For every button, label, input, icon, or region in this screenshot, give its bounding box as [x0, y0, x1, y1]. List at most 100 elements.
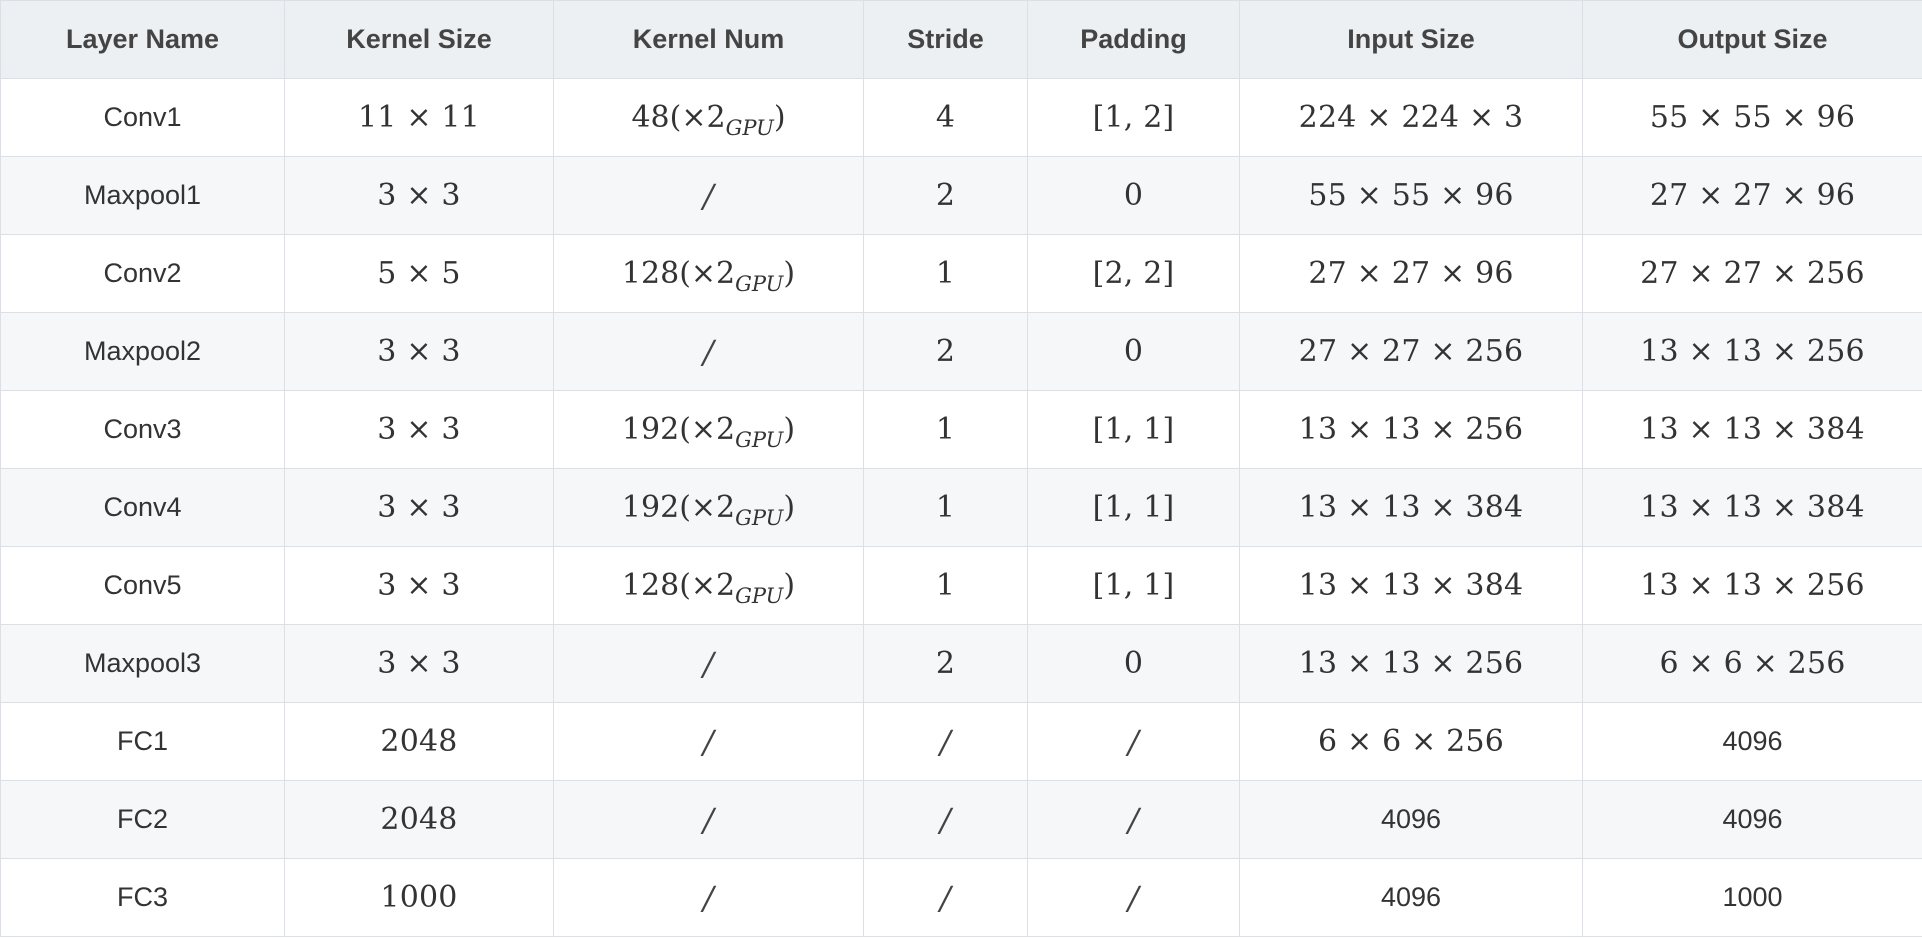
cell-input-size-value: 4096	[1380, 882, 1442, 912]
header-input-size: Input Size	[1239, 0, 1583, 79]
kernel-num-count: 128	[621, 256, 680, 291]
cell-layer-name: FC2	[0, 780, 285, 859]
cell-layer-name: Conv3	[0, 390, 285, 469]
cell-input-size: 27 × 27 × 256	[1239, 312, 1583, 391]
cell-kernel-num: 192(×2GPU)	[553, 468, 864, 547]
cell-kernel-num-value: /	[703, 176, 714, 215]
cell-kernel-size: 3 × 3	[284, 156, 554, 235]
kernel-num-close-paren: )	[783, 412, 796, 447]
cell-stride-value: 2	[935, 178, 956, 213]
cell-kernel-size: 1000	[284, 858, 554, 937]
cell-stride: 1	[863, 546, 1028, 625]
cell-stride-value: 2	[935, 646, 956, 681]
cell-kernel-num: /	[553, 624, 864, 703]
kernel-num-count: 192	[621, 490, 680, 525]
cell-input-size-value: 224 × 224 × 3	[1298, 100, 1524, 135]
cell-layer-name: Conv1	[0, 78, 285, 157]
cell-padding-value: /	[1128, 722, 1139, 761]
cell-kernel-size-value: 5 × 5	[377, 256, 461, 291]
cell-padding: 0	[1027, 156, 1240, 235]
cell-layer-name-value: FC3	[116, 882, 168, 912]
cell-padding: [2, 2]	[1027, 234, 1240, 313]
cell-output-size: 13 × 13 × 384	[1582, 468, 1922, 547]
cell-output-size: 6 × 6 × 256	[1582, 624, 1922, 703]
cell-kernel-size-value: 11 × 11	[358, 100, 480, 135]
cell-padding: /	[1027, 858, 1240, 937]
cell-output-size-value: 4096	[1722, 804, 1783, 834]
cell-stride-value: /	[940, 800, 951, 839]
cell-stride-value: 4	[935, 100, 956, 135]
cell-stride-value: /	[940, 722, 951, 761]
kernel-num-count: 192	[621, 412, 680, 447]
cell-kernel-num-value: /	[703, 644, 714, 683]
cell-padding: /	[1027, 780, 1240, 859]
cell-layer-name-value: Conv2	[103, 258, 182, 288]
cell-output-size-value: 13 × 13 × 256	[1640, 568, 1865, 603]
cell-kernel-num-value: /	[703, 722, 714, 761]
cell-stride: /	[863, 780, 1028, 859]
cell-input-size: 224 × 224 × 3	[1239, 78, 1583, 157]
cell-stride: 1	[863, 390, 1028, 469]
kernel-num-count: 48	[631, 100, 670, 135]
cell-output-size-value: 1000	[1722, 882, 1783, 912]
cell-output-size-value: 13 × 13 × 256	[1640, 334, 1865, 369]
cell-padding: 0	[1027, 312, 1240, 391]
kernel-num-gpu-subscript: GPU	[735, 584, 784, 608]
kernel-num-expression: 128(×2GPU)	[621, 568, 795, 608]
cell-input-size: 6 × 6 × 256	[1239, 702, 1583, 781]
cell-padding: [1, 1]	[1027, 468, 1240, 547]
cell-layer-name-value: Conv3	[103, 414, 182, 444]
kernel-num-multiplier: (×2	[679, 490, 736, 525]
cell-stride: 2	[863, 312, 1028, 391]
cell-stride-value: 2	[935, 334, 956, 369]
cell-kernel-num: /	[553, 702, 864, 781]
cell-input-size: 4096	[1239, 780, 1583, 859]
kernel-num-gpu-subscript: GPU	[735, 506, 784, 530]
cell-output-size: 55 × 55 × 96	[1582, 78, 1922, 157]
cell-layer-name: Maxpool2	[0, 312, 285, 391]
cell-stride: 2	[863, 156, 1028, 235]
cell-kernel-size-value: 3 × 3	[377, 334, 461, 369]
cell-layer-name-value: Maxpool1	[83, 180, 202, 210]
cell-output-size-value: 27 × 27 × 96	[1649, 178, 1856, 213]
table-row: Maxpool2 3 × 3 / 2 0 27 × 27 × 256 13 × 13 × 2…	[0, 312, 1922, 391]
cell-layer-name-value: Maxpool2	[83, 336, 202, 366]
table-row: Maxpool3 3 × 3 / 2 0 13 × 13 × 256 6 × 6 × 256	[0, 624, 1922, 703]
cell-output-size-value: 27 × 27 × 256	[1640, 256, 1865, 291]
cell-kernel-num: 48(×2GPU)	[553, 78, 864, 157]
cell-output-size: 4096	[1582, 702, 1922, 781]
table-row: FC1 2048 / / / 6 × 6 × 256 4096	[0, 702, 1922, 781]
header-stride: Stride	[863, 0, 1028, 79]
table-row: Conv1 11 × 11 48(×2GPU) 4 [1, 2] 224 × 224 × …	[0, 78, 1922, 157]
cell-output-size-value: 6 × 6 × 256	[1659, 646, 1846, 681]
kernel-num-expression: 128(×2GPU)	[621, 256, 795, 296]
cell-padding-value: [1, 1]	[1092, 412, 1175, 447]
cell-stride-value: 1	[935, 256, 956, 291]
cell-kernel-num: /	[553, 780, 864, 859]
cell-kernel-num: /	[553, 312, 864, 391]
table-row: Conv4 3 × 3 192(×2GPU) 1 [1, 1] 13 × 13 × 384…	[0, 468, 1922, 547]
cell-input-size-value: 6 × 6 × 256	[1317, 724, 1505, 759]
cell-kernel-size-value: 3 × 3	[377, 490, 461, 525]
kernel-num-expression: 192(×2GPU)	[621, 490, 795, 530]
cell-kernel-num-value: /	[703, 878, 714, 917]
cell-output-size: 27 × 27 × 96	[1582, 156, 1922, 235]
cell-kernel-size-value: 1000	[380, 880, 458, 915]
cell-output-size-value: 13 × 13 × 384	[1640, 412, 1865, 447]
cell-padding: 0	[1027, 624, 1240, 703]
cell-kernel-size-value: 3 × 3	[377, 568, 461, 603]
cell-input-size: 13 × 13 × 256	[1239, 624, 1583, 703]
kernel-num-count: 128	[621, 568, 680, 603]
cell-input-size: 13 × 13 × 384	[1239, 546, 1583, 625]
table-body: Conv1 11 × 11 48(×2GPU) 4 [1, 2] 224 × 224 × …	[0, 78, 1922, 937]
cell-stride-value: 1	[935, 412, 956, 447]
cell-kernel-size: 3 × 3	[284, 312, 554, 391]
cell-padding: [1, 1]	[1027, 390, 1240, 469]
cell-input-size-value: 27 × 27 × 256	[1298, 334, 1524, 369]
table-row: Conv3 3 × 3 192(×2GPU) 1 [1, 1] 13 × 13 × 256…	[0, 390, 1922, 469]
cell-layer-name-value: FC2	[116, 804, 168, 834]
cell-kernel-num-value: /	[703, 332, 714, 371]
kernel-num-multiplier: (×2	[679, 256, 736, 291]
cell-kernel-size-value: 2048	[380, 724, 458, 759]
cell-input-size: 55 × 55 × 96	[1239, 156, 1583, 235]
